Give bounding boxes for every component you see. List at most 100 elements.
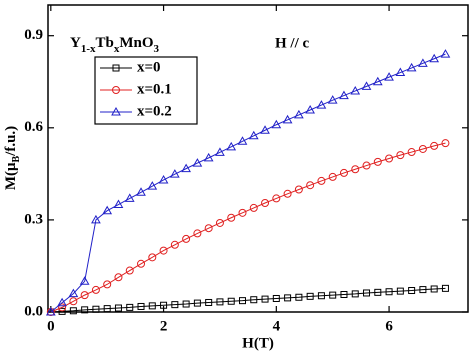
y-tick-label: 0.0 <box>24 303 43 319</box>
marker <box>57 297 67 307</box>
marker <box>205 298 213 306</box>
marker <box>282 114 293 124</box>
marker <box>350 85 361 95</box>
marker <box>58 307 66 315</box>
title-part: x <box>114 43 120 55</box>
marker <box>160 301 168 309</box>
marker <box>317 292 325 300</box>
marker <box>103 305 111 313</box>
marker <box>69 297 78 306</box>
y-axis-label: M(μB/f.u.) <box>3 126 22 190</box>
marker <box>261 295 269 303</box>
marker <box>148 253 157 262</box>
marker <box>395 67 406 77</box>
title-part: 1-x <box>81 43 96 55</box>
x-axis-label: H(T) <box>242 335 274 351</box>
marker <box>429 53 440 63</box>
marker <box>58 303 67 312</box>
marker <box>226 141 237 151</box>
marker <box>361 81 372 90</box>
marker <box>305 104 316 114</box>
marker <box>441 139 450 148</box>
legend-label: x=0.2 <box>137 103 172 119</box>
marker <box>136 187 146 196</box>
marker <box>171 301 179 309</box>
title-part: Y <box>70 35 81 51</box>
marker <box>327 95 338 104</box>
marker <box>91 214 101 224</box>
marker <box>385 288 393 296</box>
marker <box>430 285 438 293</box>
marker <box>430 141 439 150</box>
marker <box>339 168 348 177</box>
marker <box>283 189 292 198</box>
marker <box>147 181 158 190</box>
title-part: MnO <box>119 35 153 51</box>
title-part: Tb <box>96 35 114 51</box>
legend-marker <box>112 64 120 72</box>
marker <box>272 194 281 203</box>
marker <box>125 266 134 275</box>
y-tick-label: 0.3 <box>24 211 43 227</box>
marker <box>169 169 180 178</box>
marker <box>373 157 382 166</box>
marker <box>294 109 304 119</box>
marker <box>418 144 427 153</box>
marker <box>81 306 89 314</box>
marker <box>351 290 359 298</box>
marker <box>329 291 337 299</box>
series-line <box>50 287 446 313</box>
y-label-part: M(μ <box>3 162 19 190</box>
marker <box>158 174 169 184</box>
marker <box>385 154 394 163</box>
marker <box>126 303 134 311</box>
x-tick-label: 0 <box>47 318 55 334</box>
marker <box>316 100 327 109</box>
marker <box>148 302 156 310</box>
marker <box>408 287 416 295</box>
marker <box>396 287 404 295</box>
marker <box>193 229 202 238</box>
marker <box>103 280 112 289</box>
marker <box>238 208 247 217</box>
marker <box>159 246 168 255</box>
marker <box>114 304 122 312</box>
x-tick-label: 2 <box>160 318 168 334</box>
marker <box>306 181 315 190</box>
marker <box>418 58 428 67</box>
marker <box>407 148 416 157</box>
marker <box>406 62 417 72</box>
annotation: H // c <box>275 35 310 51</box>
marker <box>317 176 326 185</box>
marker <box>102 205 113 215</box>
marker <box>362 161 371 170</box>
marker <box>306 292 314 300</box>
marker <box>113 199 124 209</box>
marker <box>91 285 100 294</box>
marker <box>193 299 201 307</box>
marker <box>137 302 145 310</box>
marker <box>271 119 282 129</box>
marker <box>250 296 258 304</box>
chart-title: Y1-xTbxMnO3 <box>70 35 160 54</box>
marker <box>248 130 259 140</box>
y-label-part: /f.u.) <box>3 126 19 157</box>
marker <box>204 224 213 233</box>
legend-marker <box>111 106 121 116</box>
marker <box>384 72 394 81</box>
x-tick-label: 4 <box>273 318 281 334</box>
marker <box>203 152 214 162</box>
marker <box>441 284 449 292</box>
legend-label: x=0.1 <box>137 81 172 97</box>
marker <box>396 151 405 160</box>
marker <box>374 288 382 296</box>
marker <box>69 307 77 315</box>
marker <box>272 294 280 302</box>
marker <box>182 300 190 308</box>
marker <box>260 125 270 134</box>
marker <box>192 158 203 167</box>
marker <box>295 293 303 301</box>
y-label-part: B <box>11 156 22 163</box>
marker <box>137 259 146 268</box>
